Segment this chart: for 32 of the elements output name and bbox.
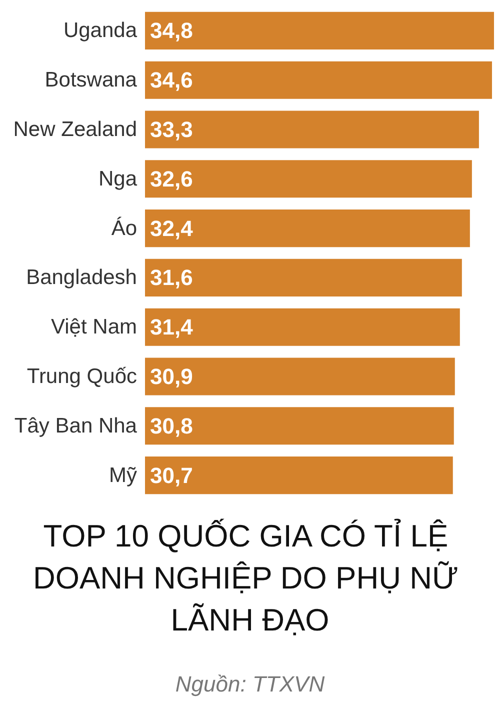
y-tick-label: Mỹ bbox=[109, 464, 138, 487]
bar bbox=[145, 160, 472, 198]
y-tick-label: Tây Ban Nha bbox=[14, 414, 138, 438]
data-label: 30,8 bbox=[150, 413, 193, 438]
text: TOP 10 QUỐC GIA CÓ TỈ LỆ DOANH NGHIỆP DO PHỤ NỮ LÃNH ĐẠO bbox=[32, 518, 468, 638]
data-label: 34,6 bbox=[150, 68, 193, 93]
y-tick-label: Nga bbox=[98, 167, 138, 190]
data-label: 30,7 bbox=[150, 462, 193, 488]
bar bbox=[145, 61, 492, 99]
bar bbox=[145, 110, 479, 148]
y-tick-label: Botswana bbox=[44, 68, 138, 92]
data-label: 32,4 bbox=[150, 216, 194, 241]
bar bbox=[145, 12, 494, 50]
data-label: 31,6 bbox=[150, 265, 193, 290]
y-tick-label: Uganda bbox=[63, 19, 138, 42]
data-label: 34,8 bbox=[150, 18, 193, 44]
bar bbox=[145, 308, 460, 346]
y-tick-label: New Zealand bbox=[13, 118, 137, 141]
bar bbox=[145, 407, 454, 445]
bar bbox=[145, 210, 470, 248]
bar bbox=[145, 258, 462, 296]
bar bbox=[145, 358, 455, 396]
data-label: 33,3 bbox=[150, 117, 193, 142]
data-label: 31,4 bbox=[150, 314, 194, 340]
y-tick-label: Bangladesh bbox=[26, 266, 137, 290]
data-label: 30,9 bbox=[150, 364, 193, 389]
data-label: 32,6 bbox=[150, 166, 193, 192]
bar bbox=[145, 456, 453, 494]
y-tick-label: Việt Nam bbox=[51, 316, 137, 339]
y-tick-label: Áo bbox=[111, 216, 137, 240]
text: Nguồn: TTXVN bbox=[175, 672, 325, 696]
y-tick-label: Trung Quốc bbox=[26, 365, 137, 388]
